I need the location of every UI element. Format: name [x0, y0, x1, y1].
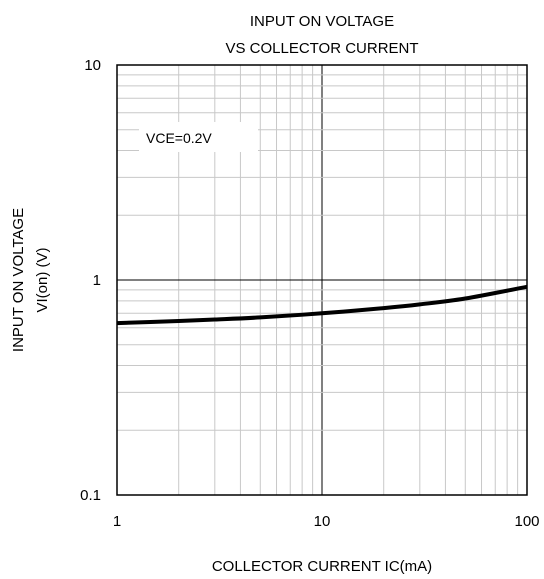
- y-axis-label: INPUT ON VOLTAGE VI(on) (V): [10, 208, 51, 352]
- chart-title: INPUT ON VOLTAGE VS COLLECTOR CURRENT: [225, 13, 418, 57]
- x-axis-label: COLLECTOR CURRENT IC(mA): [212, 558, 432, 575]
- x-tick-labels: 1 10 100: [113, 513, 540, 530]
- annotation-group: VCE=0.2V: [139, 122, 258, 152]
- annotation-vce: VCE=0.2V: [146, 130, 212, 146]
- series-line: [116, 284, 528, 326]
- y-tick-label: 0.1: [80, 487, 101, 504]
- grid: [117, 65, 527, 495]
- annotation-background: [139, 122, 258, 152]
- chart-title-line-2: VS COLLECTOR CURRENT: [225, 40, 418, 57]
- y-tick-label: 1: [93, 272, 101, 289]
- series-layer: [116, 284, 528, 326]
- y-axis-label-line-1: INPUT ON VOLTAGE: [10, 208, 27, 352]
- plot-frame: [116, 64, 528, 496]
- y-tick-labels: 0.1 1 10: [80, 57, 101, 504]
- chart-title-line-1: INPUT ON VOLTAGE: [250, 13, 394, 30]
- y-axis-label-line-2: VI(on) (V): [34, 247, 51, 312]
- x-tick-label: 10: [314, 513, 331, 530]
- y-tick-label: 10: [84, 57, 101, 74]
- x-tick-label: 1: [113, 513, 121, 530]
- x-tick-label: 100: [514, 513, 539, 530]
